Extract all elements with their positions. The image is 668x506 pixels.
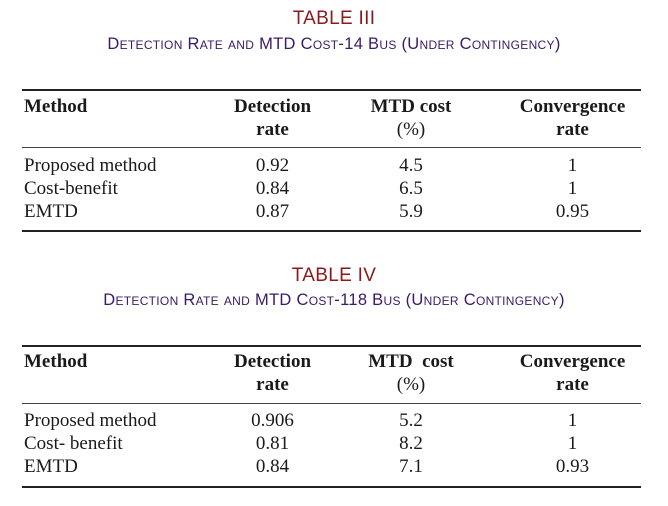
header-mtd-cost-line1: MTD cost — [368, 351, 454, 372]
table-row-convergence: 0.93 — [555, 456, 590, 477]
table-row-mtd-cost: 6.5 — [399, 178, 423, 199]
table-row-method: Proposed method — [24, 410, 157, 431]
table-row-detection: 0.87 — [255, 201, 290, 222]
table-row-detection: 0.84 — [255, 178, 290, 199]
table-row-mtd-cost: 5.9 — [399, 201, 423, 222]
top-rule — [22, 345, 641, 347]
table-row-convergence: 1 — [567, 410, 578, 431]
table-row-method: EMTD — [24, 456, 78, 477]
table-row-method: Cost-benefit — [24, 178, 118, 199]
table-row-method: Cost- benefit — [24, 433, 123, 454]
table-row-detection: 0.906 — [251, 410, 294, 431]
header-detection-line2: rate — [256, 374, 289, 395]
table-row-mtd-cost: 8.2 — [399, 433, 423, 454]
table-number: TABLE IV — [291, 265, 377, 286]
table-row-detection: 0.92 — [255, 155, 290, 176]
header-mtd-cost-line1: MTD cost — [370, 96, 452, 117]
table-row-method: EMTD — [24, 201, 78, 222]
table-row-convergence: 1 — [567, 155, 578, 176]
header-method: Method — [24, 96, 88, 117]
header-detection-line1: Detection — [233, 96, 312, 117]
table-row-mtd-cost: 5.2 — [399, 410, 423, 431]
mid-rule — [22, 147, 641, 148]
header-mtd-cost-line2: (%) — [396, 119, 426, 140]
header-convergence-line1: Convergence — [519, 96, 626, 117]
header-convergence-line1: Convergence — [519, 351, 626, 372]
table-row-mtd-cost: 4.5 — [399, 155, 423, 176]
bottom-rule — [22, 230, 641, 232]
header-convergence-line2: rate — [556, 119, 589, 140]
table-row-convergence: 1 — [567, 433, 578, 454]
header-detection-line2: rate — [256, 119, 289, 140]
table-row-convergence: 1 — [567, 178, 578, 199]
table-row-convergence: 0.95 — [555, 201, 590, 222]
table-row-detection: 0.81 — [255, 433, 290, 454]
header-method: Method — [24, 351, 88, 372]
table-row-detection: 0.84 — [255, 456, 290, 477]
table-number: TABLE III — [292, 8, 376, 29]
top-rule — [22, 89, 641, 91]
header-mtd-cost-line2: (%) — [396, 374, 426, 395]
mid-rule — [22, 403, 641, 404]
header-convergence-line2: rate — [556, 374, 589, 395]
table-row-mtd-cost: 7.1 — [399, 456, 423, 477]
table-caption: Detection Rate and MTD Cost-118 Bus (Und… — [103, 291, 565, 309]
table-caption: Detection Rate and MTD Cost-14 Bus (Unde… — [107, 35, 561, 53]
bottom-rule — [22, 486, 641, 488]
header-detection-line1: Detection — [233, 351, 312, 372]
table-row-method: Proposed method — [24, 155, 157, 176]
